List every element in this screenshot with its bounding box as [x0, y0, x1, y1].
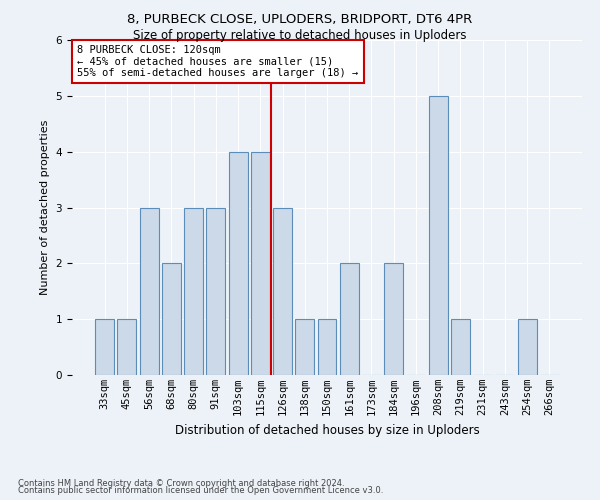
Bar: [340, 264, 359, 375]
Bar: [162, 264, 181, 375]
Bar: [184, 208, 203, 375]
Bar: [251, 152, 270, 375]
Bar: [317, 319, 337, 375]
Y-axis label: Number of detached properties: Number of detached properties: [40, 120, 50, 295]
Bar: [518, 319, 536, 375]
Bar: [118, 319, 136, 375]
Text: 8 PURBECK CLOSE: 120sqm
← 45% of detached houses are smaller (15)
55% of semi-de: 8 PURBECK CLOSE: 120sqm ← 45% of detache…: [77, 45, 358, 78]
Text: Contains HM Land Registry data © Crown copyright and database right 2024.: Contains HM Land Registry data © Crown c…: [18, 478, 344, 488]
Bar: [273, 208, 292, 375]
Bar: [429, 96, 448, 375]
Bar: [206, 208, 225, 375]
Text: Size of property relative to detached houses in Uploders: Size of property relative to detached ho…: [133, 29, 467, 42]
Bar: [295, 319, 314, 375]
Bar: [384, 264, 403, 375]
Text: 8, PURBECK CLOSE, UPLODERS, BRIDPORT, DT6 4PR: 8, PURBECK CLOSE, UPLODERS, BRIDPORT, DT…: [127, 12, 473, 26]
Bar: [229, 152, 248, 375]
Text: Contains public sector information licensed under the Open Government Licence v3: Contains public sector information licen…: [18, 486, 383, 495]
X-axis label: Distribution of detached houses by size in Uploders: Distribution of detached houses by size …: [175, 424, 479, 436]
Bar: [95, 319, 114, 375]
Bar: [140, 208, 158, 375]
Bar: [451, 319, 470, 375]
